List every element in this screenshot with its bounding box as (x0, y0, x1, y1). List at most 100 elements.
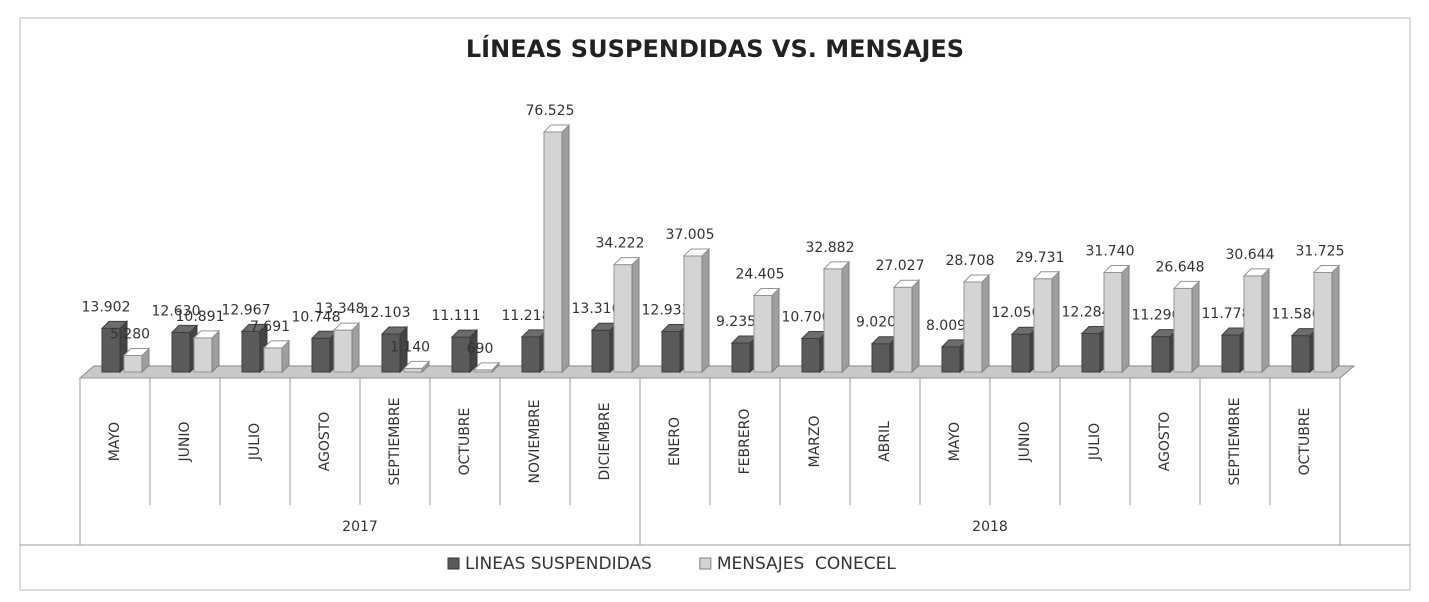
bar-front (1173, 287, 1193, 373)
legend-label: LINEAS SUSPENDIDAS (465, 554, 652, 574)
data-label: 9.235 (716, 314, 756, 330)
bar (520, 328, 549, 374)
bar (892, 279, 921, 374)
bar-front (1033, 278, 1053, 373)
x-tick-label: JUNIO (177, 422, 193, 463)
bar-side (1121, 264, 1130, 374)
bar (612, 256, 641, 374)
bar-side (1331, 264, 1340, 374)
data-label: 12.967 (222, 302, 271, 318)
bar-front (801, 337, 821, 373)
bar-side (351, 321, 360, 374)
chart-title: LÍNEAS SUSPENDIDAS VS. MENSAJES (466, 34, 964, 63)
data-label: 11.586 (1272, 307, 1321, 323)
data-label: 1.140 (390, 339, 430, 355)
data-label: 27.027 (876, 258, 925, 274)
bar (1172, 280, 1201, 374)
bar-front (311, 337, 331, 373)
bar (542, 123, 571, 374)
bar-top (472, 362, 501, 371)
data-label: 76.525 (526, 103, 575, 119)
bar (730, 334, 759, 374)
bar-top (402, 360, 431, 369)
bar-front (963, 281, 983, 373)
data-label: 10.891 (176, 309, 225, 325)
bar-side (701, 247, 710, 374)
bar-side (981, 273, 990, 374)
bar-front (171, 331, 191, 373)
x-tick-label: ENERO (667, 417, 683, 466)
bar-top (240, 323, 269, 332)
bar (1290, 327, 1319, 374)
data-label: 12.050 (992, 305, 1041, 321)
data-label: 30.644 (1226, 247, 1275, 263)
bar-front (871, 343, 891, 373)
data-label: 24.405 (736, 266, 785, 282)
data-label: 29.731 (1016, 250, 1065, 266)
data-label: 12.103 (362, 305, 411, 321)
bar (402, 360, 431, 374)
bar-front (731, 342, 751, 373)
bar (1032, 270, 1061, 374)
bar-front (1011, 333, 1031, 373)
bar-side (561, 123, 570, 374)
data-label: 31.740 (1086, 243, 1135, 259)
bar-front (661, 330, 681, 373)
bar-side (771, 287, 780, 374)
bar-top (682, 248, 711, 257)
bar-front (1291, 335, 1311, 373)
data-label: 28.708 (946, 253, 995, 269)
x-tick-label: MAYO (947, 422, 963, 461)
bar (660, 323, 689, 374)
bar-front (333, 329, 353, 373)
data-label: 13.348 (316, 301, 365, 317)
bar (122, 347, 151, 374)
bar (380, 325, 409, 374)
bar-top (262, 340, 291, 349)
bar-top (380, 326, 409, 335)
bar (752, 287, 781, 374)
bar-front (683, 255, 703, 373)
legend-label: MENSAJES CONECEL (717, 554, 897, 574)
bar (1010, 326, 1039, 374)
x-tick-label: MAYO (107, 422, 123, 461)
x-tick-label: JUNIO (1017, 422, 1033, 463)
bar-front (123, 354, 143, 373)
bar-top (1102, 264, 1131, 273)
bar-front (1103, 271, 1123, 373)
data-label: 11.111 (432, 308, 481, 324)
legend-swatch (699, 557, 712, 570)
bar (1242, 267, 1271, 374)
bar-top (822, 261, 851, 270)
bar-top (1242, 268, 1271, 277)
data-label: 13.316 (572, 301, 621, 317)
x-tick-label: SEPTIEMBRE (1227, 398, 1243, 486)
x-tick-label: FEBRERO (737, 409, 753, 475)
data-label: 11.290 (1132, 308, 1181, 324)
data-label: 37.005 (666, 227, 715, 243)
bar (262, 339, 291, 374)
bar-front (613, 264, 633, 373)
bar-front (403, 367, 423, 373)
x-tick-label: SEPTIEMBRE (387, 398, 403, 486)
data-label: 13.902 (82, 299, 131, 315)
bar-front (941, 346, 961, 373)
x-tick-label: AGOSTO (317, 412, 333, 472)
bar-front (521, 336, 541, 373)
bar-front (1221, 334, 1241, 373)
bar-top (122, 347, 151, 356)
data-label: 32.882 (806, 240, 855, 256)
bar-side (841, 260, 850, 374)
data-label: 11.778 (1202, 306, 1251, 322)
bar (332, 321, 361, 374)
group-label: 2017 (342, 519, 378, 535)
bar (170, 324, 199, 374)
bar (310, 330, 339, 374)
bar-top (1172, 280, 1201, 289)
bar-top (1312, 265, 1341, 274)
bar-front (1313, 272, 1333, 373)
data-label: 8.009 (926, 318, 966, 334)
data-label: 7.691 (250, 319, 290, 335)
data-label: 10.748 (292, 309, 341, 325)
